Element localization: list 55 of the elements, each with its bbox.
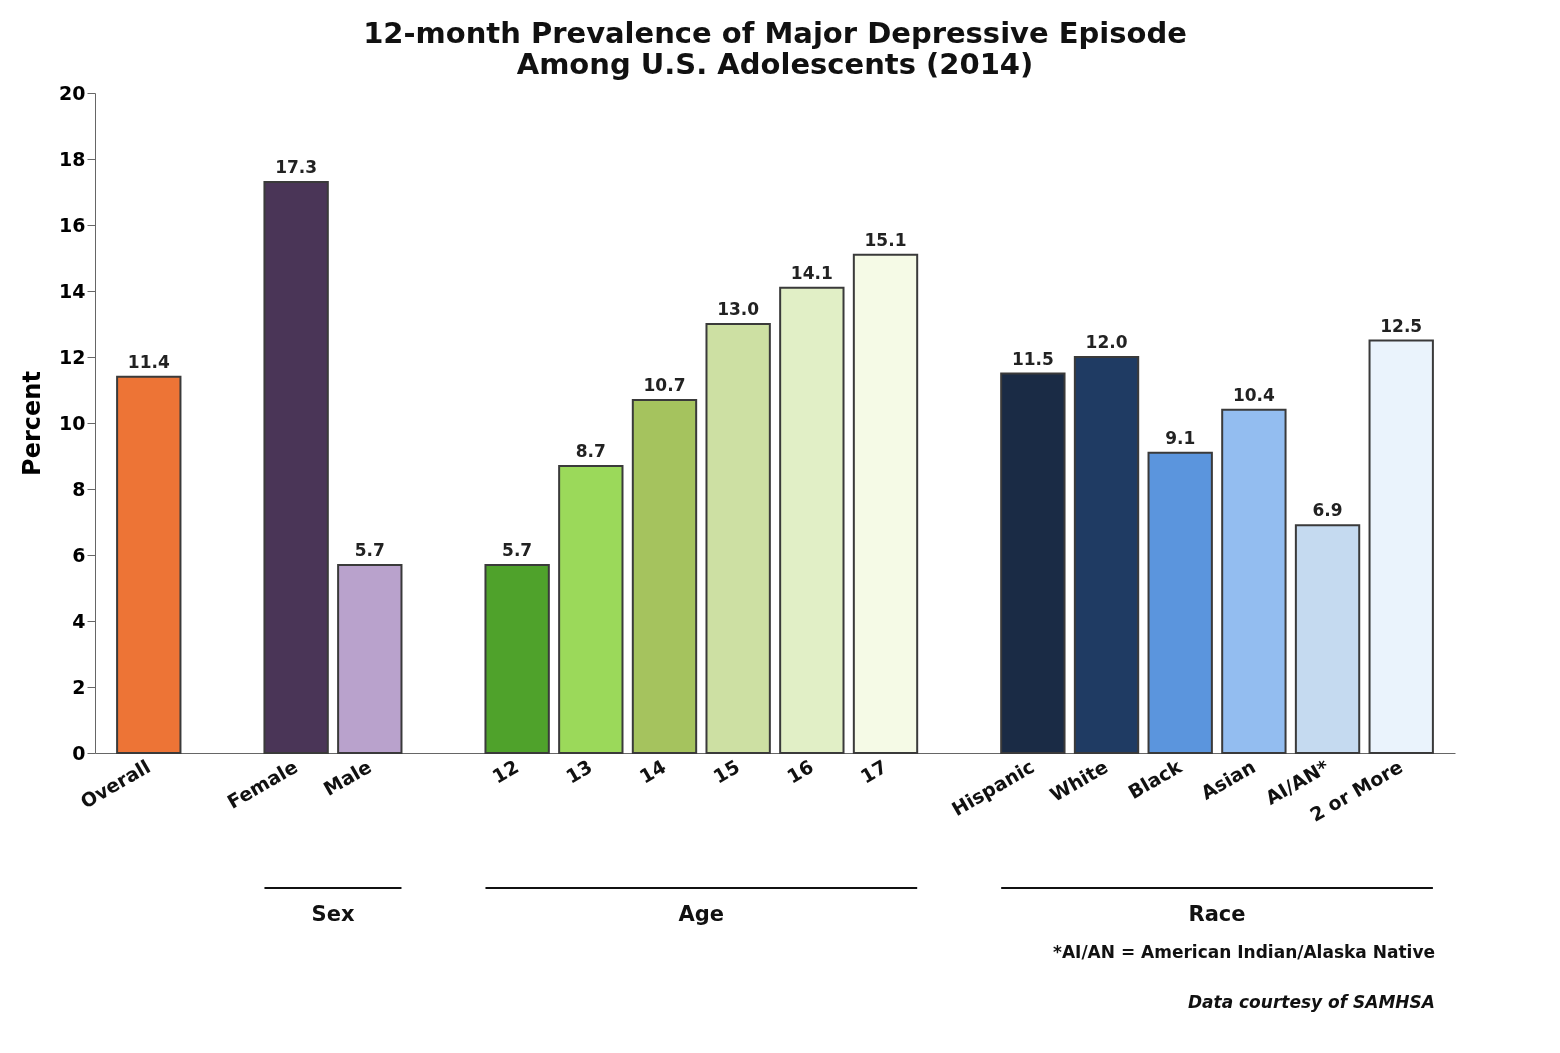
- data-label: 6.9: [1312, 500, 1343, 521]
- data-label: 10.4: [1232, 384, 1276, 405]
- text: Data courtesy of SAMHSA: [1187, 992, 1435, 1012]
- y-tick-label: 12: [59, 345, 86, 368]
- bar: [558, 464, 624, 754]
- data-label: 11.4: [127, 351, 170, 372]
- y-tick-label: 6: [72, 543, 86, 566]
- bar: [484, 563, 550, 754]
- y-tick-label: 2: [72, 675, 86, 698]
- bar: [1294, 524, 1361, 754]
- bar: [1000, 372, 1066, 754]
- x-tick-label: 15: [709, 755, 744, 788]
- data-label: 17.3: [275, 157, 318, 178]
- y-axis-title: Percent: [18, 371, 47, 476]
- data-label: 5.7: [354, 539, 385, 560]
- data-label: 8.7: [575, 440, 606, 461]
- y-tick-label: 14: [59, 279, 86, 302]
- bar: [1073, 356, 1140, 754]
- y-tick-label: 0: [72, 741, 86, 764]
- bar: [852, 253, 919, 754]
- x-tick-label: 12: [488, 755, 523, 788]
- data-label: 12.5: [1380, 315, 1423, 336]
- data-label: 15.1: [864, 229, 907, 250]
- data-label: 13.0: [717, 299, 760, 319]
- data-label: 12.0: [1085, 332, 1128, 352]
- x-tick-label: 14: [635, 755, 670, 788]
- bar: [631, 398, 698, 754]
- y-tick-label: 10: [59, 411, 86, 434]
- y-tick-label: 16: [59, 213, 86, 236]
- bar: [1221, 408, 1287, 754]
- x-tick-label: 13: [561, 755, 596, 788]
- bar: [1368, 339, 1434, 754]
- data-label: 9.1: [1165, 427, 1196, 448]
- bar: [705, 323, 771, 754]
- text: 12-month Prevalence of Major Depressive Episode: [363, 16, 1187, 50]
- data-label: 10.7: [643, 374, 686, 395]
- x-tick-label: Male: [319, 755, 375, 800]
- data-label: 5.7: [502, 539, 533, 560]
- text: Race: [1188, 902, 1246, 926]
- data-label: 14.1: [790, 262, 833, 283]
- y-tick-label: 4: [72, 609, 86, 632]
- bar: [779, 286, 845, 754]
- bar: [337, 563, 403, 754]
- y-tick-label: 18: [59, 147, 86, 170]
- bar: [1147, 451, 1213, 754]
- bar: [263, 181, 329, 754]
- y-tick-label: 8: [72, 477, 86, 500]
- text: Sex: [311, 902, 355, 926]
- text: *AI/AN = American Indian/Alaska Native: [1053, 942, 1435, 962]
- bar: [116, 375, 182, 754]
- text: Age: [678, 902, 725, 926]
- x-tick-label: 17: [856, 755, 891, 788]
- x-tick-label: 16: [782, 755, 817, 788]
- data-label: 11.5: [1011, 348, 1054, 369]
- y-tick-label: 20: [59, 81, 86, 104]
